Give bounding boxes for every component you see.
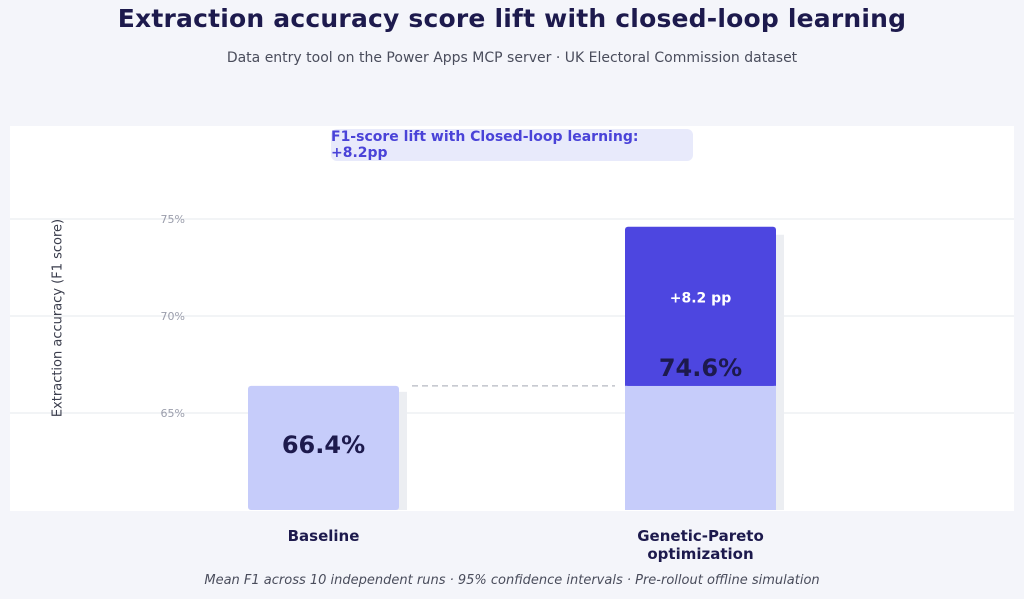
- lift-callout: F1-score lift with Closed-loop learning:…: [331, 129, 693, 161]
- chart-subtitle: Data entry tool on the Power Apps MCP se…: [226, 50, 798, 66]
- chart-panel: [10, 126, 1014, 511]
- lift-label: +8.2 pp: [670, 290, 731, 306]
- y-axis-label: Extraction accuracy (F1 score): [50, 218, 66, 418]
- value-label-baseline: 66.4%: [282, 431, 365, 459]
- bar-genetic-pareto-lift-corner: [625, 381, 776, 386]
- footnote: Mean F1 across 10 independent runs · 95%…: [204, 573, 820, 588]
- value-label-genetic-pareto: 74.6%: [659, 354, 742, 382]
- y-tick-label-75: 75%: [161, 213, 185, 226]
- y-tick-label-70: 70%: [161, 310, 185, 323]
- chart-title: Extraction accuracy score lift with clos…: [117, 4, 907, 33]
- y-tick-label-65: 65%: [161, 407, 185, 420]
- bar-baseline: [248, 385, 399, 510]
- bar-genetic-pareto-base: [625, 385, 776, 510]
- x-label-genetic-pareto: Genetic-Pareto optimization: [637, 527, 764, 563]
- bar-genetic-pareto-lift: [625, 226, 776, 386]
- x-label-baseline: Baseline: [287, 527, 360, 545]
